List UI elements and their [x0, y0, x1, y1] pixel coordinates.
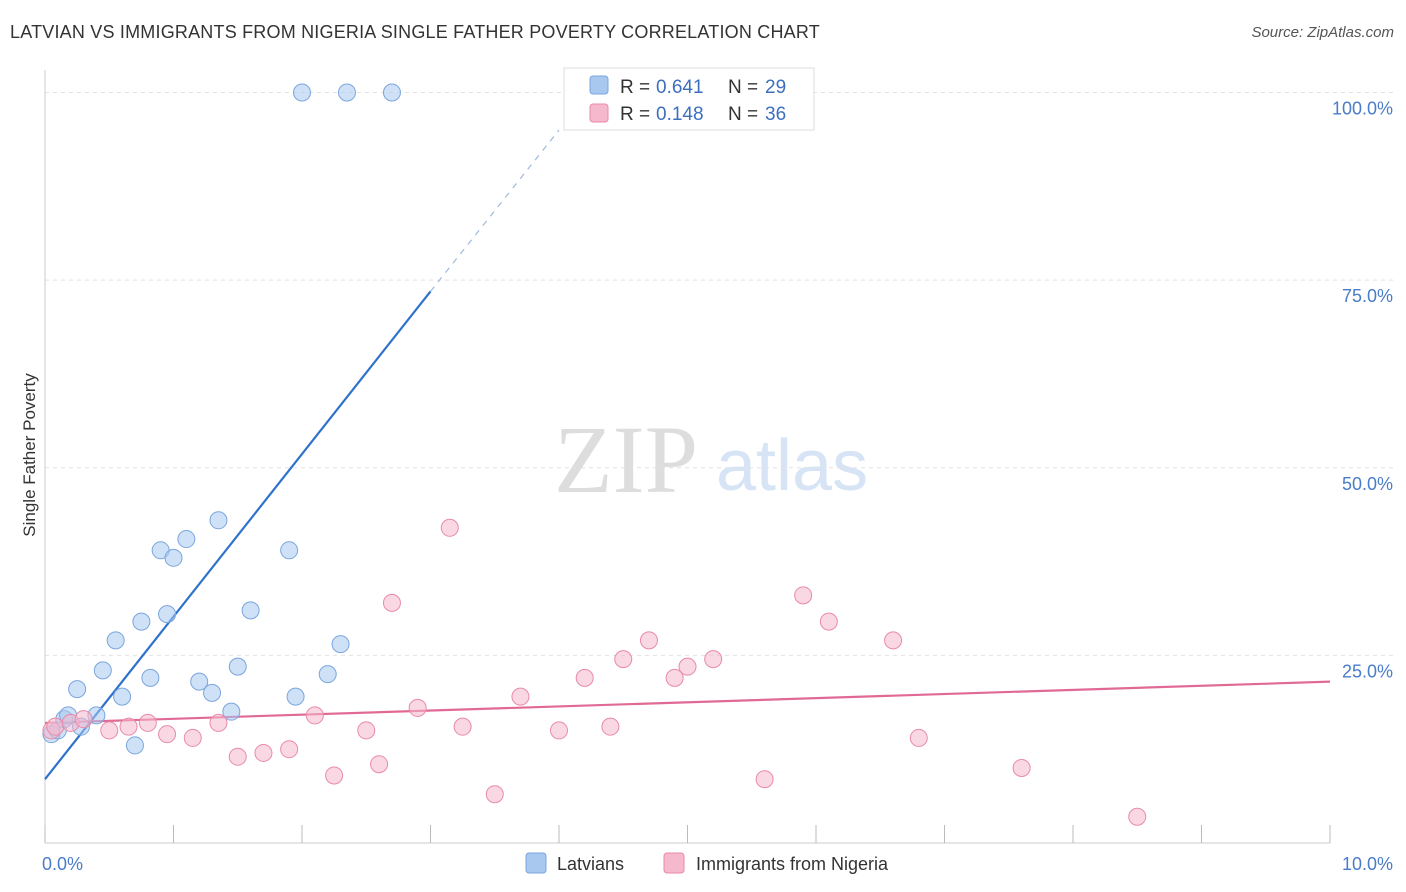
point-latvians: [203, 683, 222, 702]
point-nigeria: [158, 725, 177, 744]
axes: [44, 70, 1331, 844]
point-nigeria: [884, 631, 903, 650]
trend-line-nigeria: [44, 680, 1331, 725]
point-nigeria: [325, 766, 344, 785]
point-nigeria: [755, 770, 774, 789]
bottom-legend-label-latvians: Latvians: [557, 854, 624, 874]
bottom-legend-label-nigeria: Immigrants from Nigeria: [696, 854, 889, 874]
y-tick-label: 50.0%: [1342, 474, 1393, 494]
legend-n-label-latvians: N =: [728, 77, 758, 98]
chart-title: LATVIAN VS IMMIGRANTS FROM NIGERIA SINGL…: [10, 22, 820, 42]
tick-labels: 25.0% 50.0% 75.0% 100.0% 0.0% 10.0%: [42, 99, 1393, 874]
watermark-zip: ZIP: [554, 406, 698, 513]
legend-n-value-latvians: 29: [765, 77, 786, 98]
point-nigeria: [1012, 758, 1031, 777]
y-tick-label: 25.0%: [1342, 661, 1393, 681]
point-latvians: [158, 605, 177, 624]
point-nigeria: [909, 728, 928, 747]
point-nigeria: [485, 785, 504, 804]
point-nigeria: [794, 586, 813, 605]
point-nigeria: [382, 593, 401, 612]
point-nigeria: [280, 740, 299, 759]
point-latvians: [190, 672, 209, 691]
legend-top: R = 0.641 N = 29 R = 0.148 N = 36: [563, 67, 815, 131]
point-latvians: [222, 702, 241, 721]
point-nigeria: [639, 631, 658, 650]
point-nigeria: [1128, 807, 1147, 826]
point-nigeria: [665, 668, 684, 687]
point-nigeria: [183, 728, 202, 747]
point-latvians: [331, 635, 350, 654]
point-latvians: [280, 541, 299, 560]
point-nigeria: [46, 717, 65, 736]
point-nigeria: [614, 650, 633, 669]
point-nigeria: [819, 612, 838, 631]
point-nigeria: [254, 743, 273, 762]
point-nigeria: [550, 721, 568, 740]
point-nigeria: [601, 717, 620, 736]
point-nigeria: [138, 713, 157, 732]
grid: [45, 92, 1395, 656]
point-latvians: [93, 661, 112, 680]
point-latvians: [318, 665, 337, 684]
y-tick-label: 75.0%: [1342, 286, 1393, 306]
legend-n-label-nigeria: N =: [728, 104, 758, 125]
watermark-atlas: atlas: [716, 426, 868, 506]
trend-line-latvians-extension: [430, 129, 560, 292]
x-tick-label-max: 10.0%: [1342, 854, 1393, 874]
x-tick-label-min: 0.0%: [42, 854, 83, 874]
point-latvians: [286, 687, 305, 706]
point-nigeria: [704, 650, 723, 669]
point-latvians: [228, 657, 247, 676]
legend-bottom: Latvians Immigrants from Nigeria: [525, 852, 889, 874]
point-nigeria: [74, 710, 93, 729]
point-latvians: [177, 530, 196, 549]
point-nigeria: [678, 657, 697, 676]
watermark: ZIP atlas: [554, 406, 868, 513]
point-nigeria: [100, 721, 119, 740]
point-nigeria: [305, 706, 324, 725]
source-label: Source: ZipAtlas.com: [1251, 24, 1394, 41]
point-nigeria: [408, 698, 427, 717]
legend-r-label-latvians: R =: [620, 77, 650, 98]
point-nigeria: [119, 717, 138, 736]
point-nigeria: [370, 755, 389, 774]
legend-swatch-nigeria: [589, 103, 609, 123]
point-latvians: [68, 680, 87, 699]
point-latvians: [337, 83, 356, 102]
legend-swatch-latvians: [589, 75, 609, 95]
y-tick-label: 100.0%: [1332, 99, 1393, 119]
trend-lines: [44, 129, 1331, 780]
point-nigeria: [228, 747, 247, 766]
point-latvians: [106, 631, 125, 650]
point-latvians: [293, 83, 311, 102]
point-nigeria: [357, 721, 376, 740]
point-latvians: [125, 736, 144, 755]
point-nigeria: [575, 668, 594, 687]
legend-n-value-nigeria: 36: [765, 104, 786, 125]
point-nigeria: [440, 518, 459, 537]
point-nigeria: [511, 687, 530, 706]
point-latvians: [164, 548, 183, 567]
point-nigeria: [453, 717, 472, 736]
point-latvians: [141, 668, 160, 687]
point-latvians: [209, 511, 228, 530]
point-latvians: [241, 601, 260, 620]
point-latvians: [132, 612, 151, 631]
legend-r-value-nigeria: 0.148: [656, 104, 704, 125]
legend-r-value-latvians: 0.641: [656, 77, 704, 98]
trend-line-latvians: [44, 290, 432, 780]
bottom-legend-swatch-latvians: [525, 852, 547, 874]
data-points: [42, 83, 1147, 826]
point-nigeria: [209, 713, 228, 732]
legend-r-label-nigeria: R =: [620, 104, 650, 125]
point-latvians: [382, 83, 401, 102]
bottom-legend-swatch-nigeria: [663, 852, 685, 874]
point-latvians: [113, 687, 132, 706]
